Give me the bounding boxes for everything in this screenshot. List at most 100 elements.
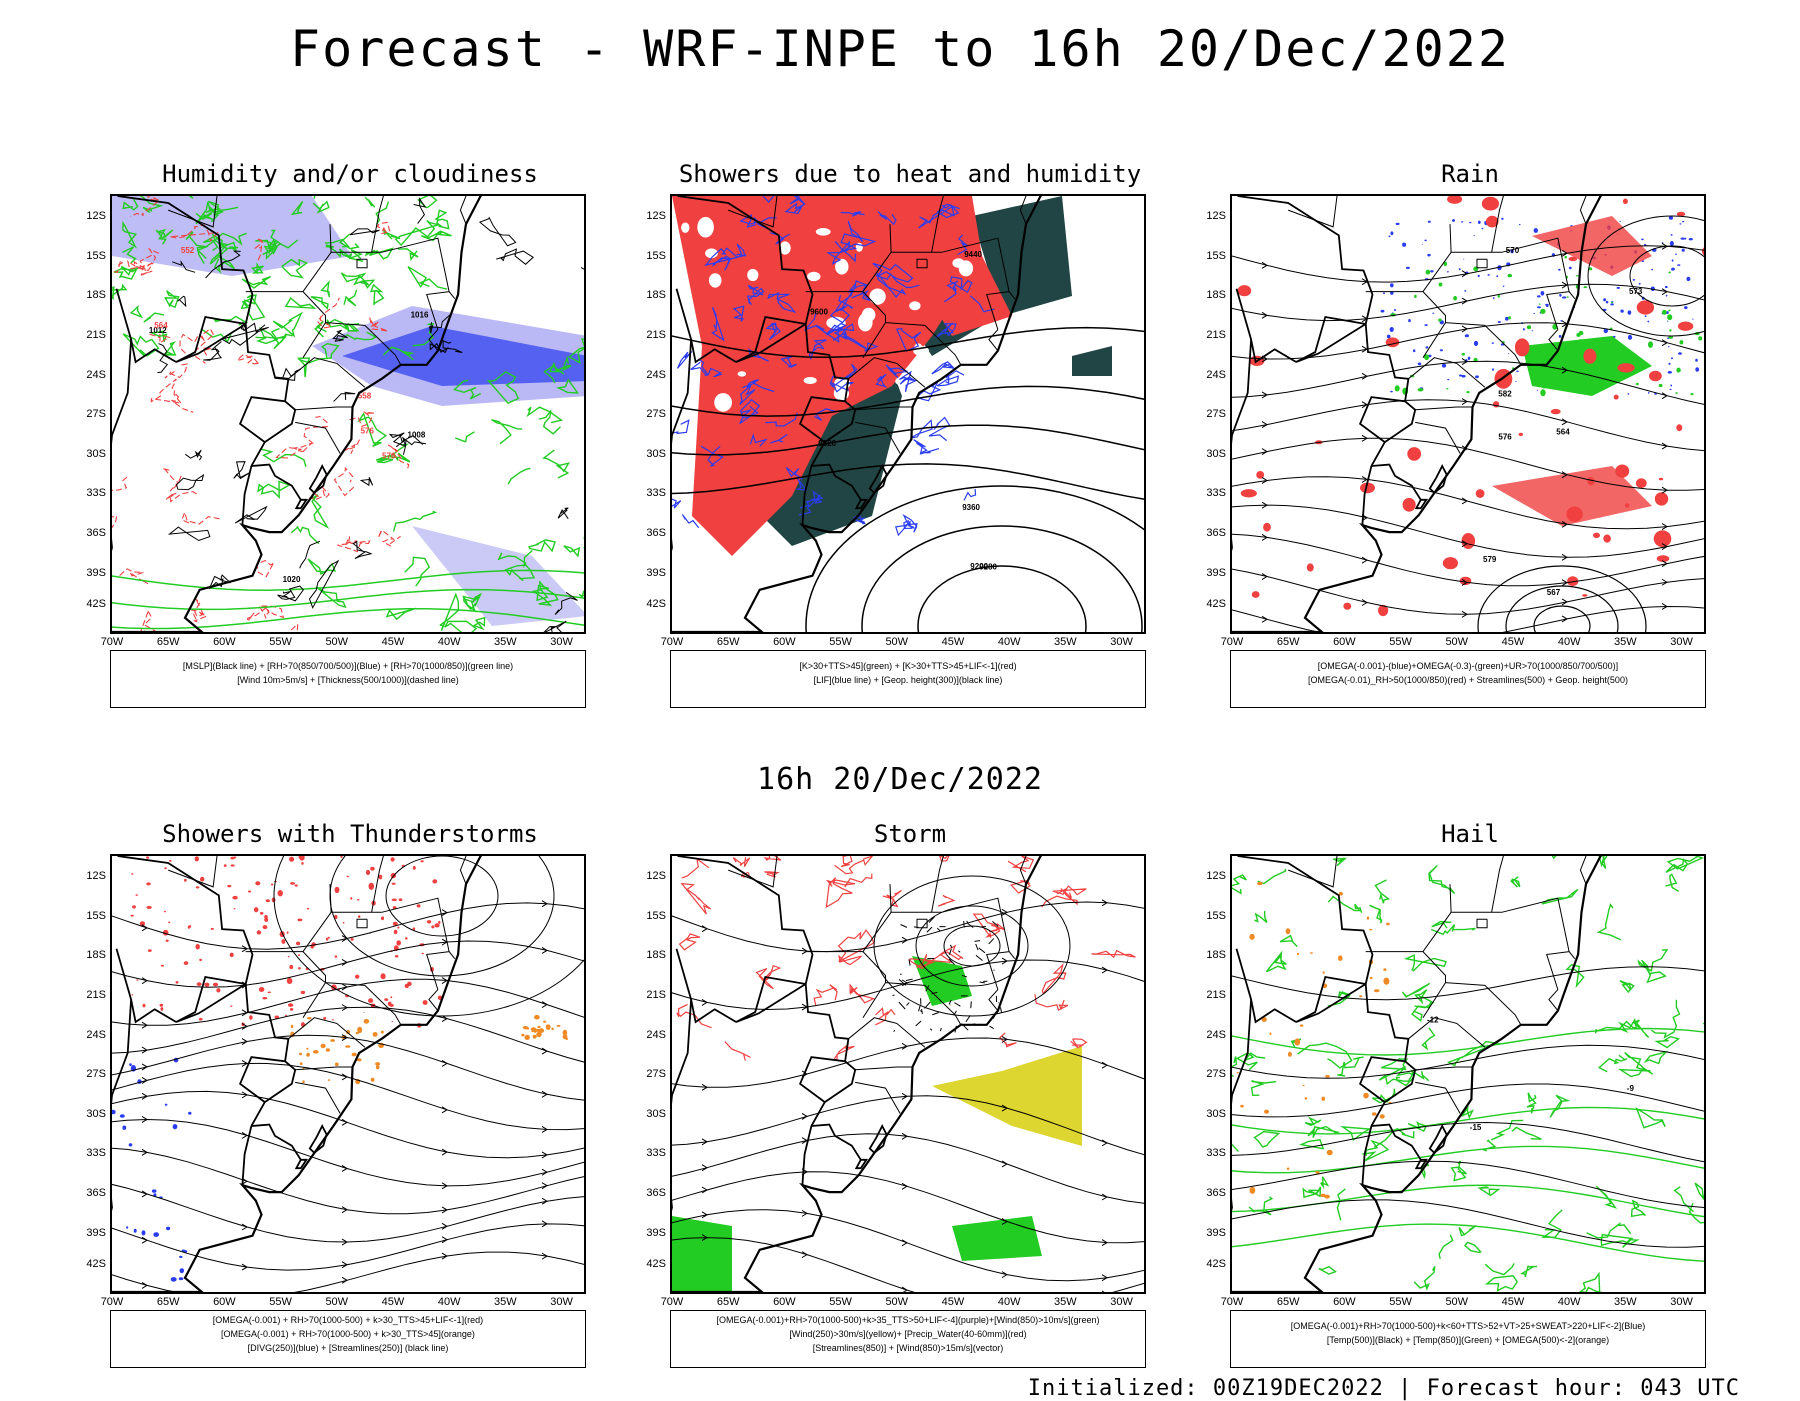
rh-red-patch — [1407, 447, 1421, 461]
streamline-arrow — [442, 1149, 447, 1155]
omega-blue-dot — [1422, 244, 1423, 245]
thunder-red-dot — [335, 887, 340, 893]
thunder-orange-dot — [539, 1028, 545, 1033]
thunder-red-dot — [289, 965, 293, 969]
omega-orange-dot — [1237, 1072, 1239, 1074]
omega-blue-dot — [1532, 330, 1533, 331]
wind-vector — [980, 926, 986, 927]
omega-blue-dot — [1666, 295, 1668, 297]
thunder-orange-dot — [335, 1063, 339, 1067]
contour-label: 9200 — [970, 562, 988, 571]
wind-vector — [974, 941, 980, 942]
thunder-red-dot — [413, 866, 416, 870]
latitude-label: 30S — [630, 448, 666, 460]
divergence-blue-dot — [112, 1110, 116, 1115]
temp-850-contour — [1487, 1276, 1517, 1291]
omega-orange-dot — [1370, 977, 1373, 979]
state-border — [1492, 856, 1508, 912]
rh-lowlevel-contour — [312, 495, 327, 528]
thunder-orange-dot — [557, 1025, 561, 1027]
rh-lowlevel-contour — [316, 587, 345, 607]
omega-blue-dot — [1413, 349, 1415, 352]
omega-blue-dot — [1668, 346, 1669, 347]
longitude-label: 40W — [1549, 636, 1589, 648]
temp-850-contour — [1375, 880, 1388, 903]
precip-water-contour — [876, 1008, 889, 1019]
longitude-label: 45W — [1493, 636, 1533, 648]
clear-patch — [747, 269, 758, 281]
temp-850-contour — [1596, 1020, 1637, 1033]
thunder-red-dot — [388, 1002, 392, 1007]
wind-850-area — [672, 1216, 732, 1292]
latitude-label: 36S — [1190, 527, 1226, 539]
wind-vector — [989, 939, 994, 944]
latitude-label: 18S — [1190, 289, 1226, 301]
thunder-red-dot — [394, 930, 398, 934]
omega-green-dot — [1667, 314, 1672, 320]
thunder-red-dot — [188, 926, 190, 929]
streamline-arrow — [902, 1043, 907, 1049]
country-border — [176, 317, 288, 401]
latitude-label: 33S — [630, 487, 666, 499]
omega-green-dot — [1538, 379, 1542, 384]
omega-blue-dot — [1534, 228, 1538, 233]
temp-850-contour — [1303, 1187, 1320, 1197]
latitude-label: 12S — [630, 870, 666, 882]
thunder-orange-dot — [306, 1053, 310, 1057]
thunder-orange-dot — [307, 1017, 311, 1019]
thunder-red-dot — [211, 928, 214, 930]
clear-patch — [697, 217, 714, 238]
omega-blue-dot — [1686, 277, 1690, 281]
omega-blue-dot — [1498, 321, 1501, 323]
rh-lowlevel-contour — [398, 249, 418, 259]
omega-green-dot — [1576, 275, 1579, 276]
omega-orange-dot — [1374, 989, 1380, 992]
omega-green-dot — [1395, 385, 1400, 391]
thunder-red-dot — [264, 915, 268, 919]
lif-contour — [964, 489, 976, 500]
longitude-label: 30W — [1102, 636, 1142, 648]
omega-orange-dot — [1372, 1112, 1377, 1115]
omega-orange-dot — [1327, 1150, 1333, 1156]
thunder-red-dot — [370, 867, 374, 871]
latitude-label: 24S — [1190, 1029, 1226, 1041]
rh-red-patch — [1636, 478, 1647, 488]
longitude-label: 65W — [708, 1296, 748, 1308]
rh-lowlevel-contour — [322, 282, 330, 297]
precip-water-contour — [835, 856, 873, 874]
omega-blue-dot — [1475, 375, 1479, 378]
thunder-red-dot — [296, 942, 300, 946]
wind-vector — [922, 1009, 923, 1014]
wind-vector — [893, 995, 895, 996]
omega-orange-dot — [1324, 1195, 1330, 1199]
country-border — [800, 1057, 845, 1102]
omega-green-dot — [1418, 388, 1424, 391]
omega-blue-dot — [1463, 259, 1464, 260]
thickness-contour — [120, 569, 148, 584]
rh-red-patch — [1655, 492, 1668, 505]
streamline-arrow — [142, 1064, 147, 1070]
rh-red-patch — [1238, 285, 1252, 296]
streamline-500 — [1232, 568, 1704, 614]
omega-blue-dot — [1390, 283, 1394, 287]
divergence-blue-dot — [142, 1230, 146, 1235]
latitude-label: 15S — [630, 250, 666, 262]
legend-line: [OMEGA(-0.001)+RH>70(1000-500)+k<60+TTS>… — [1231, 1319, 1705, 1333]
thunder-red-dot — [384, 998, 388, 1001]
mslp-isobar — [235, 507, 266, 523]
longitude-label: 45W — [933, 636, 973, 648]
omega-blue-dot — [1426, 346, 1429, 348]
thunder-orange-dot — [537, 1026, 540, 1028]
country-border — [251, 1061, 295, 1126]
state-border — [1423, 884, 1451, 952]
temp-850-contour — [1406, 955, 1446, 971]
wind-vector — [899, 1002, 905, 1009]
divergence-blue-dot — [179, 1277, 184, 1280]
omega-green-dot — [1675, 392, 1678, 394]
thunder-orange-dot — [345, 1045, 350, 1048]
longitude-label: 45W — [933, 1296, 973, 1308]
streamline-850 — [672, 1210, 1144, 1281]
